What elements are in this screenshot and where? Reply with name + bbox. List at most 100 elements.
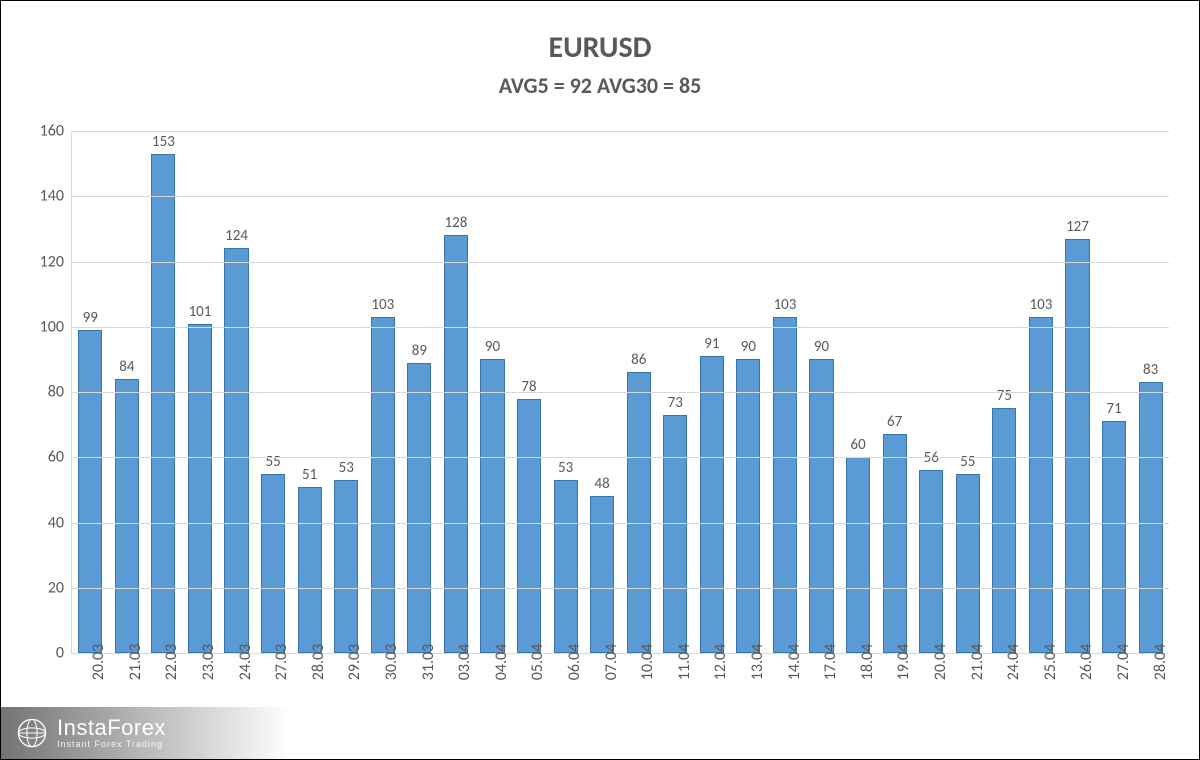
bar: 83 bbox=[1139, 382, 1163, 653]
bar: 127 bbox=[1065, 239, 1089, 653]
gridline bbox=[72, 131, 1169, 132]
bar: 78 bbox=[517, 399, 541, 653]
brand-tagline: Instant Forex Trading bbox=[57, 739, 166, 750]
bar-value-label: 90 bbox=[814, 338, 829, 356]
bar-value-label: 90 bbox=[485, 338, 500, 356]
x-tick-label: 14.04 bbox=[785, 644, 804, 680]
x-label-slot: 26.04 bbox=[1059, 654, 1096, 759]
bar: 53 bbox=[554, 480, 578, 653]
gridline bbox=[72, 392, 1169, 393]
bar-value-label: 75 bbox=[997, 387, 1012, 405]
y-tick-label: 0 bbox=[56, 644, 64, 663]
chart-frame: EURUSD AVG5 = 92 AVG30 = 85 998415310112… bbox=[0, 0, 1200, 760]
x-tick-label: 24.03 bbox=[236, 644, 255, 680]
bar-value-label: 73 bbox=[668, 394, 683, 412]
bar: 153 bbox=[151, 154, 175, 653]
x-tick-label: 25.04 bbox=[1041, 644, 1060, 680]
bar-value-label: 53 bbox=[558, 459, 573, 477]
bar-value-label: 55 bbox=[960, 453, 975, 471]
bar-value-label: 55 bbox=[265, 453, 280, 471]
bar: 90 bbox=[809, 359, 833, 653]
bar: 75 bbox=[992, 408, 1016, 653]
bar-value-label: 83 bbox=[1143, 361, 1158, 379]
x-label-slot: 05.04 bbox=[510, 654, 547, 759]
x-label-slot: 11.04 bbox=[657, 654, 694, 759]
y-tick-label: 140 bbox=[40, 187, 64, 206]
plot-area: 9984153101124555153103891289078534886739… bbox=[71, 131, 1169, 654]
x-label-slot: 20.04 bbox=[913, 654, 950, 759]
bar: 48 bbox=[590, 496, 614, 653]
bar-value-label: 53 bbox=[339, 459, 354, 477]
x-label-slot: 06.04 bbox=[547, 654, 584, 759]
bar: 128 bbox=[444, 235, 468, 653]
x-tick-label: 28.03 bbox=[309, 644, 328, 680]
chart-title: EURUSD bbox=[1, 29, 1199, 66]
bar-value-label: 89 bbox=[412, 342, 427, 360]
gridline bbox=[72, 327, 1169, 328]
bar-value-label: 128 bbox=[445, 214, 468, 232]
bar-value-label: 56 bbox=[924, 449, 939, 467]
bar: 55 bbox=[261, 474, 285, 653]
bar-value-label: 103 bbox=[371, 296, 394, 314]
bar-value-label: 90 bbox=[741, 338, 756, 356]
x-label-slot: 18.04 bbox=[839, 654, 876, 759]
x-tick-label: 10.04 bbox=[638, 644, 657, 680]
bar: 90 bbox=[480, 359, 504, 653]
bar-value-label: 51 bbox=[302, 466, 317, 484]
x-label-slot: 28.04 bbox=[1132, 654, 1169, 759]
gridline bbox=[72, 457, 1169, 458]
x-label-slot: 21.04 bbox=[949, 654, 986, 759]
bar-value-label: 127 bbox=[1066, 218, 1089, 236]
x-tick-label: 17.04 bbox=[821, 644, 840, 680]
x-label-slot: 30.03 bbox=[364, 654, 401, 759]
bar-value-label: 71 bbox=[1106, 400, 1121, 418]
bar: 124 bbox=[224, 248, 248, 653]
bar-value-label: 91 bbox=[704, 335, 719, 353]
bar-value-label: 99 bbox=[83, 309, 98, 327]
bar-value-label: 101 bbox=[189, 303, 212, 321]
x-tick-label: 06.04 bbox=[565, 644, 584, 680]
x-label-slot: 14.04 bbox=[766, 654, 803, 759]
y-tick-label: 160 bbox=[40, 122, 64, 141]
x-tick-label: 27.03 bbox=[272, 644, 291, 680]
bar: 103 bbox=[1029, 317, 1053, 653]
bar: 101 bbox=[188, 324, 212, 654]
x-tick-label: 12.04 bbox=[711, 644, 730, 680]
bar: 73 bbox=[663, 415, 687, 653]
x-label-slot: 13.04 bbox=[730, 654, 767, 759]
bar: 89 bbox=[407, 363, 431, 653]
x-tick-label: 28.04 bbox=[1151, 644, 1170, 680]
x-label-slot: 07.04 bbox=[583, 654, 620, 759]
x-label-slot: 25.04 bbox=[1022, 654, 1059, 759]
bar: 91 bbox=[700, 356, 724, 653]
brand-globe-icon bbox=[15, 716, 49, 750]
x-tick-label: 23.03 bbox=[199, 644, 218, 680]
gridline bbox=[72, 523, 1169, 524]
x-tick-label: 19.04 bbox=[894, 644, 913, 680]
x-label-slot: 03.04 bbox=[437, 654, 474, 759]
bar: 103 bbox=[371, 317, 395, 653]
bar-value-label: 84 bbox=[119, 358, 134, 376]
bar: 53 bbox=[334, 480, 358, 653]
x-label-slot: 28.03 bbox=[291, 654, 328, 759]
x-tick-label: 31.03 bbox=[419, 644, 438, 680]
x-label-slot: 17.04 bbox=[803, 654, 840, 759]
gridline bbox=[72, 588, 1169, 589]
bar-value-label: 60 bbox=[850, 436, 865, 454]
bar: 56 bbox=[919, 470, 943, 653]
x-tick-label: 21.03 bbox=[126, 644, 145, 680]
x-tick-label: 27.04 bbox=[1114, 644, 1133, 680]
bar-value-label: 67 bbox=[887, 413, 902, 431]
bar-value-label: 48 bbox=[595, 475, 610, 493]
x-tick-label: 22.03 bbox=[162, 644, 181, 680]
x-tick-label: 21.04 bbox=[968, 644, 987, 680]
y-tick-label: 120 bbox=[40, 252, 64, 271]
x-tick-label: 11.04 bbox=[675, 644, 694, 680]
x-tick-label: 05.04 bbox=[528, 644, 547, 680]
x-tick-label: 29.03 bbox=[345, 644, 364, 680]
x-label-slot: 12.04 bbox=[693, 654, 730, 759]
bar-value-label: 103 bbox=[774, 296, 797, 314]
watermark-text: InstaForex Instant Forex Trading bbox=[57, 717, 166, 750]
x-tick-label: 18.04 bbox=[858, 644, 877, 680]
bar: 60 bbox=[846, 457, 870, 653]
